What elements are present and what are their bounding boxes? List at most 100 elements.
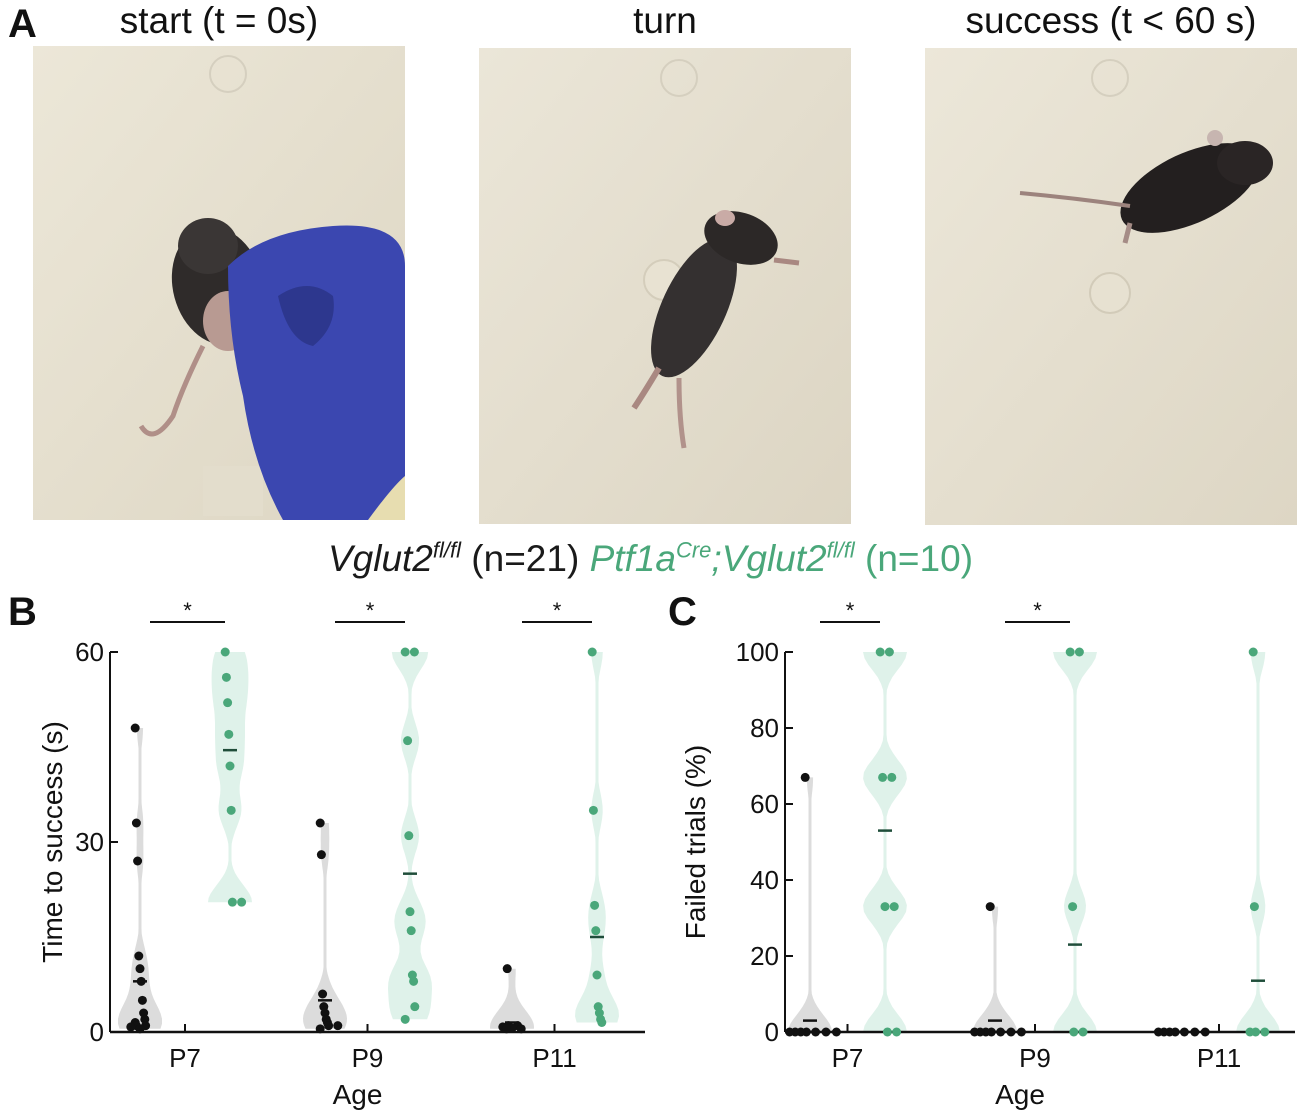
chart-b-sig-star: * bbox=[183, 598, 192, 623]
chart-c-point-control bbox=[1190, 1027, 1200, 1037]
chart-c-point-knockout bbox=[882, 1027, 892, 1037]
chart-b-violin bbox=[303, 823, 347, 1029]
chart-c-point-control bbox=[800, 772, 810, 782]
chart-b-point-knockout bbox=[587, 647, 597, 657]
chart-b-point-control bbox=[315, 818, 325, 828]
chart-b-point-control bbox=[318, 989, 328, 999]
legend-knockout-gene2: Vglut2 bbox=[721, 538, 827, 580]
chart-b-point-knockout bbox=[409, 647, 419, 657]
chart-c-y-label: Failed trials (%) bbox=[680, 745, 711, 939]
legend-control-n: (n=21) bbox=[471, 538, 580, 580]
legend-knockout: Ptf1aCre;Vglut2fl/fl (n=10) bbox=[590, 538, 973, 579]
chart-b-point-control bbox=[324, 1021, 334, 1031]
chart-b-point-control bbox=[333, 1021, 343, 1031]
chart-b-point-control bbox=[315, 1024, 325, 1034]
chart-b-point-knockout bbox=[225, 761, 235, 771]
legend-control-gene: Vglut2 bbox=[327, 538, 433, 580]
chart-b-point-knockout bbox=[409, 976, 419, 986]
chart-b-point-knockout bbox=[404, 831, 414, 841]
chart-c-point-control bbox=[811, 1027, 821, 1037]
chart-b-x-tick-label: P7 bbox=[169, 1043, 201, 1073]
chart-b-violin bbox=[490, 968, 534, 1029]
chart-c-point-knockout bbox=[878, 772, 888, 782]
chart-b-point-knockout bbox=[223, 698, 233, 708]
chart-b-y-label: Time to success (s) bbox=[37, 721, 68, 963]
chart-c-violin bbox=[788, 777, 832, 1032]
chart-b-sig-star: * bbox=[366, 598, 375, 623]
chart-b-point-knockout bbox=[410, 1002, 420, 1012]
chart-c-violin bbox=[1053, 652, 1097, 1032]
chart-b-point-knockout bbox=[221, 672, 231, 682]
chart-b-point-knockout bbox=[220, 647, 230, 657]
chart-c-point-control bbox=[785, 1027, 795, 1037]
chart-c-point-control bbox=[1006, 1027, 1016, 1037]
chart-b-x-tick-label: P9 bbox=[352, 1043, 384, 1073]
legend-control: Vglut2fl/fl (n=21) bbox=[328, 538, 579, 579]
chart-b-violin bbox=[118, 728, 162, 1029]
chart-c-point-control bbox=[985, 902, 995, 912]
chart-b-x-tick-label: P11 bbox=[532, 1043, 576, 1073]
panel-label-b: B bbox=[8, 590, 37, 634]
chart-b-point-control bbox=[135, 964, 145, 974]
legend-knockout-sep: ; bbox=[711, 538, 722, 580]
chart-c-point-knockout bbox=[1248, 647, 1258, 657]
chart-c-point-control bbox=[1153, 1027, 1163, 1037]
chart-b-violin bbox=[208, 652, 252, 903]
chart-b-point-control bbox=[137, 995, 147, 1005]
chart-b-y-tick-label: 30 bbox=[75, 827, 104, 857]
chart-b-point-knockout bbox=[403, 736, 413, 746]
chart-c-point-knockout bbox=[884, 647, 894, 657]
chart-c-point-knockout bbox=[1069, 1027, 1079, 1037]
chart-b-point-knockout bbox=[591, 926, 601, 936]
chart-c-y-tick-label: 80 bbox=[750, 713, 779, 743]
chart-b-point-control bbox=[501, 1024, 511, 1034]
chart-c-point-knockout bbox=[1065, 647, 1075, 657]
chart-c-x-tick-label: P9 bbox=[1019, 1043, 1051, 1073]
chart-c-sig-star: * bbox=[1033, 598, 1042, 623]
photo-start bbox=[33, 46, 405, 520]
panel-label-c: C bbox=[668, 590, 697, 634]
chart-c-y-tick-label: 60 bbox=[750, 789, 779, 819]
chart-b-point-knockout bbox=[588, 805, 598, 815]
legend-knockout-sup2: fl/fl bbox=[826, 538, 855, 563]
chart-b-point-knockout bbox=[237, 897, 247, 907]
chart-c-point-knockout bbox=[887, 772, 897, 782]
chart-c-point-control bbox=[1016, 1027, 1026, 1037]
legend-knockout-gene1: Ptf1a bbox=[589, 538, 676, 580]
chart-b-point-control bbox=[130, 723, 140, 733]
chart-b-point-knockout bbox=[406, 926, 416, 936]
chart-c-violin bbox=[863, 652, 907, 1032]
chart-b-point-knockout bbox=[405, 907, 415, 917]
chart-c-y-tick-label: 40 bbox=[750, 865, 779, 895]
photo-title-start: start (t = 0s) bbox=[119, 0, 319, 41]
chart-b-y-tick-label: 60 bbox=[75, 637, 104, 667]
chart-b-point-control bbox=[135, 1024, 145, 1034]
chart-c-point-knockout bbox=[1260, 1027, 1270, 1037]
chart-b-y-tick-label: 0 bbox=[90, 1017, 104, 1047]
chart-b-point-knockout bbox=[224, 729, 234, 739]
chart-c-point-knockout bbox=[1074, 647, 1084, 657]
photo-title-success: success (t < 60 s) bbox=[965, 0, 1257, 41]
chart-c-sig-star: * bbox=[846, 598, 855, 623]
chart-c-point-control bbox=[970, 1027, 980, 1037]
chart-b-point-control bbox=[316, 850, 326, 860]
chart-c-point-control bbox=[831, 1027, 841, 1037]
photo-success bbox=[925, 48, 1297, 525]
chart-c-point-control bbox=[1200, 1027, 1210, 1037]
chart-b-point-knockout bbox=[400, 1014, 410, 1024]
chart-c-y-tick-label: 0 bbox=[765, 1017, 779, 1047]
chart-c-x-tick-label: P7 bbox=[832, 1043, 864, 1073]
chart-c-point-control bbox=[821, 1027, 831, 1037]
chart-b-point-control bbox=[133, 856, 143, 866]
chart-c-point-control bbox=[996, 1027, 1006, 1037]
chart-c-point-knockout bbox=[880, 902, 890, 912]
chart-c-y-tick-label: 100 bbox=[736, 637, 779, 667]
chart-b-point-control bbox=[126, 1022, 136, 1032]
legend-knockout-n: (n=10) bbox=[865, 538, 974, 580]
chart-b-sig-star: * bbox=[553, 598, 562, 623]
chart-b-point-knockout bbox=[597, 1018, 607, 1027]
chart-b-x-label: Age bbox=[333, 1079, 383, 1110]
chart-b-point-control bbox=[516, 1024, 526, 1034]
photo-turn bbox=[479, 48, 851, 524]
